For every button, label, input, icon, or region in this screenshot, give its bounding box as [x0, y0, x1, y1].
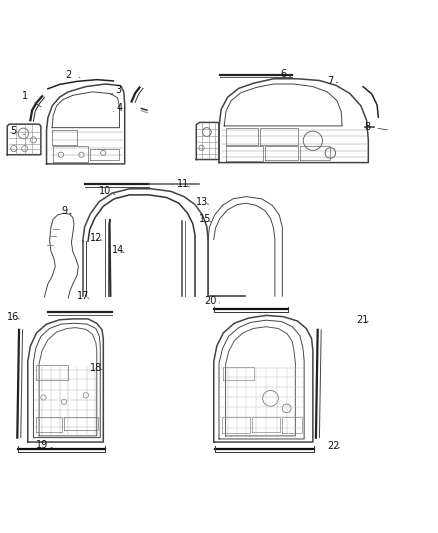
Text: 9: 9 — [61, 206, 71, 216]
Text: 22: 22 — [327, 440, 339, 450]
Text: 5: 5 — [10, 126, 25, 136]
Text: 3: 3 — [111, 85, 122, 95]
Text: 2: 2 — [65, 70, 80, 80]
Text: 17: 17 — [77, 291, 89, 301]
Text: 1: 1 — [21, 91, 41, 107]
Text: 21: 21 — [356, 315, 368, 325]
Text: 20: 20 — [204, 296, 220, 305]
Text: 6: 6 — [281, 69, 291, 79]
Text: 14: 14 — [112, 245, 124, 255]
Text: 13: 13 — [196, 197, 208, 207]
Text: 19: 19 — [36, 440, 52, 450]
Text: 10: 10 — [99, 187, 115, 196]
Text: 11: 11 — [177, 179, 189, 189]
Text: 18: 18 — [90, 363, 102, 373]
Text: 15: 15 — [199, 214, 211, 224]
Text: 7: 7 — [327, 76, 338, 86]
Text: 12: 12 — [90, 233, 102, 243]
Text: 16: 16 — [7, 312, 19, 322]
Text: 4: 4 — [113, 103, 123, 114]
Text: 8: 8 — [364, 122, 387, 132]
